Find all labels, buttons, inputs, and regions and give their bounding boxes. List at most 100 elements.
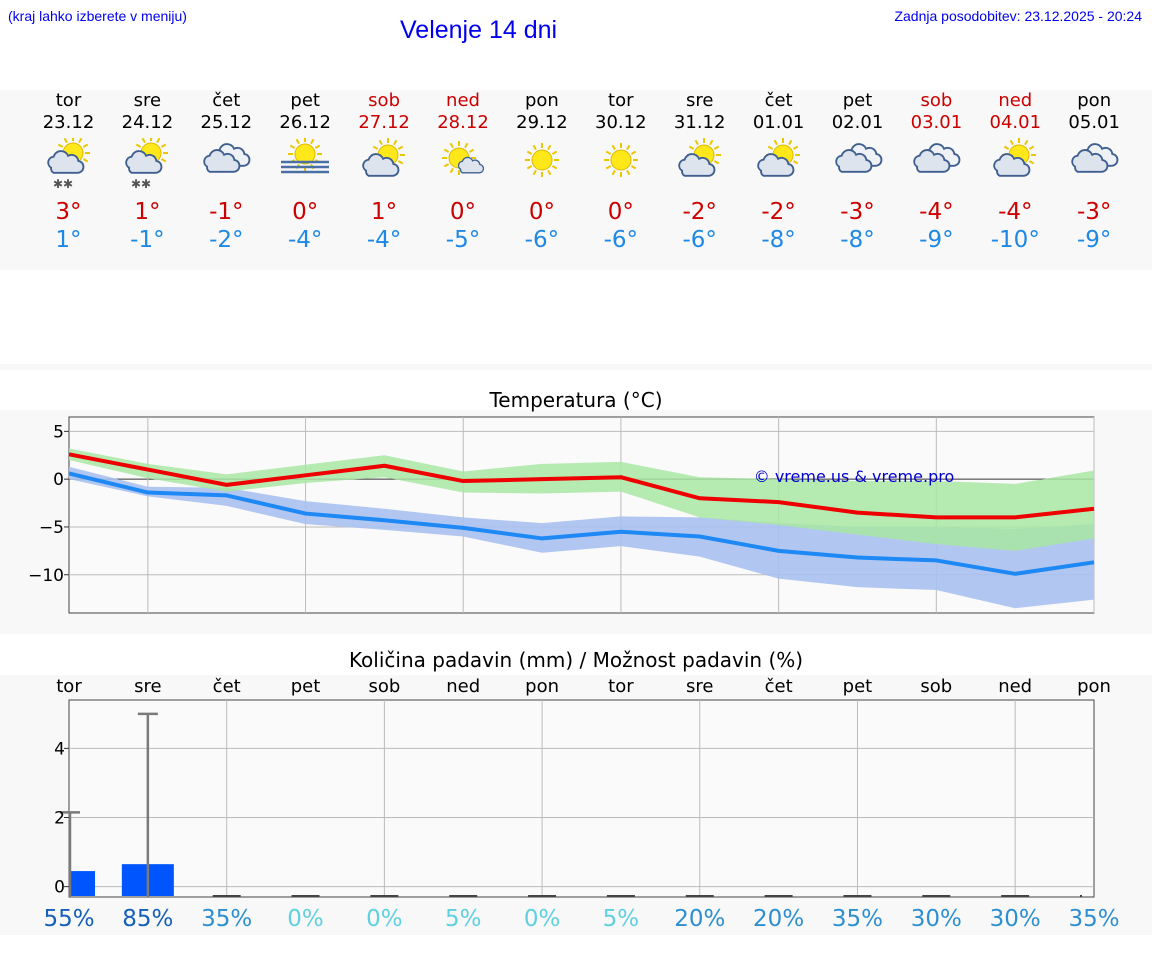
day-date: 31.12: [673, 112, 726, 133]
precip-probability: 85%: [122, 906, 173, 932]
plot-area: [68, 699, 1095, 898]
day-date: 03.01: [910, 112, 963, 133]
day-name: pet: [290, 90, 320, 111]
y-tick-label: 2: [54, 809, 65, 829]
cloud-shape: [677, 153, 716, 177]
x-category-label: pet: [291, 676, 321, 697]
x-category-label: ned: [446, 676, 480, 697]
x-category-label: pet: [843, 676, 873, 697]
temp-min: -2°: [209, 227, 244, 253]
snowflake: ✱✱: [131, 177, 151, 191]
y-tick-label: 0: [54, 878, 65, 898]
snowflake: ✱✱: [53, 177, 73, 191]
cloud-shape: [125, 150, 163, 174]
y-tick-label: −10: [28, 566, 64, 586]
temp-min: -4°: [366, 227, 402, 253]
day-column: sob 27.12 1° -4°: [344, 90, 424, 254]
temp-max: -2°: [761, 199, 796, 225]
cloudy-icon: [834, 143, 882, 173]
sun-fog-icon: [281, 138, 330, 174]
day-name: čet: [764, 90, 793, 111]
x-category-label: sre: [134, 676, 161, 697]
last-update: Zadnja posodobitev: 23.12.2025 - 20:24: [894, 8, 1142, 24]
temp-min: -8°: [761, 227, 796, 253]
day-column: tor 30.12 0° -6°: [581, 90, 661, 254]
temp-max: 0°: [449, 199, 477, 225]
partly-cloudy-snow-icon: ✱✱: [46, 138, 90, 191]
watermark: © vreme.us & vreme.pro: [754, 467, 955, 486]
day-name: tor: [55, 90, 82, 111]
day-column: čet 01.01 -2° -8°: [739, 90, 819, 254]
x-category-label: pon: [1077, 676, 1111, 697]
cloud-shape: [457, 156, 485, 174]
x-category-label: čet: [213, 676, 241, 697]
precipitation-chart: tor sre čet pet sob ned pon tor sre čet pet sob ned p…: [43, 676, 1119, 932]
x-category-label: sre: [686, 676, 713, 697]
precip-probability: 5%: [445, 906, 482, 932]
precip-probability: 35%: [201, 906, 252, 932]
temp-max: -3°: [840, 199, 875, 225]
day-date: 23.12: [42, 112, 95, 133]
cloud-shape: [1071, 149, 1109, 173]
precip-probability: 0%: [287, 906, 324, 932]
page-title: Velenje 14 dni: [400, 16, 558, 44]
temp-min: -8°: [840, 227, 875, 253]
temp-min: -10°: [990, 227, 1040, 253]
day-column: pon 05.01 -3° -9°: [1054, 90, 1134, 254]
cloudy-icon: [913, 143, 961, 173]
x-category-label: sob: [920, 676, 952, 697]
precip-bar: [69, 871, 95, 896]
day-date: 01.01: [752, 112, 805, 133]
day-name: pon: [524, 90, 559, 111]
y-tick-label: −5: [39, 518, 64, 538]
cloud-shape: [993, 153, 1031, 177]
day-name: sob: [920, 90, 953, 111]
day-date: 29.12: [516, 112, 568, 133]
day-date: 05.01: [1068, 112, 1120, 133]
x-category-label: tor: [608, 676, 634, 697]
precip-probability: 30%: [911, 906, 962, 932]
day-column: sre 24.12 ✱✱ 1° -1°: [107, 90, 187, 254]
sun-shape: [603, 143, 638, 177]
temp-max: 0°: [528, 199, 555, 225]
temperature-chart: © vreme.us & vreme.pro 5 0 −5 −10: [28, 416, 1095, 614]
cloud-shape: [46, 150, 84, 174]
divider: [0, 364, 1152, 370]
day-column: ned 04.01 -4° -10°: [975, 90, 1055, 254]
temp-min: -6°: [524, 227, 560, 253]
day-name: čet: [212, 90, 241, 111]
day-name: sre: [685, 90, 714, 111]
cloud-shape: [834, 149, 872, 173]
temp-max: -4°: [998, 199, 1033, 225]
precipitation-chart-title: Količina padavin (mm) / Možnost padavin …: [348, 648, 804, 672]
temp-min: -6°: [682, 227, 717, 253]
x-category-label: sob: [368, 676, 400, 697]
y-tick-label: 0: [53, 470, 64, 490]
day-column: sob 03.01 -4° -9°: [896, 90, 976, 254]
temp-min: -9°: [1076, 227, 1112, 253]
partly-cloudy-icon: [677, 138, 721, 177]
day-column: pet 02.01 -3° -8°: [818, 90, 898, 254]
temp-min: 1°: [55, 227, 82, 253]
day-column: tor 23.12 ✱✱ 3° 1°: [29, 90, 109, 254]
precip-probability: 30%: [990, 906, 1041, 932]
mostly-sunny-icon: [442, 141, 485, 175]
location-hint-link[interactable]: (kraj lahko izberete v meniju): [8, 8, 187, 24]
day-name: ned: [998, 90, 1033, 111]
x-category-label: čet: [765, 676, 793, 697]
day-date: 02.01: [831, 112, 884, 133]
precip-probability: 5%: [603, 906, 640, 932]
day-name: pet: [842, 90, 873, 111]
sunny-icon: [603, 143, 638, 177]
x-category-label: ned: [998, 676, 1032, 697]
temp-max: -2°: [682, 199, 717, 225]
cloudy-icon: [1071, 143, 1119, 173]
temp-min: -1°: [130, 227, 165, 253]
cloud-shape: [203, 149, 241, 173]
day-column: čet 25.12 -1° -2°: [186, 90, 266, 254]
temp-max: 1°: [134, 199, 161, 225]
precip-probability: 35%: [832, 906, 883, 932]
day-column: pon 29.12 0° -6°: [502, 90, 582, 254]
day-name: ned: [446, 90, 480, 111]
sun-shape: [288, 138, 323, 171]
